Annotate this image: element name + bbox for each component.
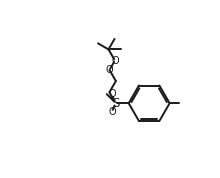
Text: O: O	[108, 89, 116, 99]
Text: S: S	[112, 97, 119, 110]
Text: O: O	[111, 56, 119, 66]
Text: O: O	[108, 108, 116, 117]
Text: O: O	[106, 65, 113, 75]
